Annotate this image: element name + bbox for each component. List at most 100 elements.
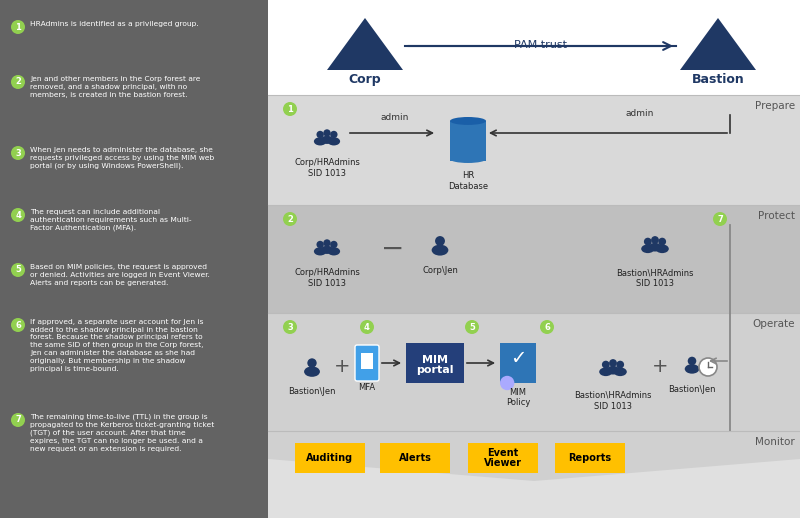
Text: When Jen needs to administer the database, she
requests privileged access by usi: When Jen needs to administer the databas…: [30, 147, 214, 169]
Polygon shape: [680, 18, 756, 70]
Text: 4: 4: [15, 210, 21, 220]
Text: 5: 5: [469, 323, 475, 332]
Text: Monitor: Monitor: [755, 437, 795, 447]
Text: Prepare: Prepare: [755, 101, 795, 111]
Text: ✓: ✓: [510, 350, 526, 368]
Bar: [361, 353, 373, 369]
Ellipse shape: [685, 364, 699, 373]
Text: admin: admin: [381, 113, 409, 122]
Ellipse shape: [304, 366, 320, 377]
Text: Reports: Reports: [569, 453, 611, 463]
Bar: [268, 95, 800, 205]
Ellipse shape: [432, 244, 448, 255]
Text: 2: 2: [15, 78, 21, 87]
Ellipse shape: [648, 243, 662, 252]
Text: Bastion\Jen: Bastion\Jen: [668, 385, 716, 394]
Text: PAM trust: PAM trust: [514, 40, 566, 50]
Bar: [268, 313, 800, 431]
Circle shape: [330, 131, 338, 138]
Text: HRAdmins is identified as a privileged group.: HRAdmins is identified as a privileged g…: [30, 21, 198, 27]
Text: Jen and other members in the Corp forest are
removed, and a shadow principal, wi: Jen and other members in the Corp forest…: [30, 76, 200, 97]
Text: Based on MIM policies, the request is approved
or denied. Activities are logged : Based on MIM policies, the request is ap…: [30, 264, 210, 285]
Circle shape: [11, 318, 25, 332]
Text: 5: 5: [15, 266, 21, 275]
Ellipse shape: [656, 244, 669, 253]
Ellipse shape: [450, 155, 486, 163]
Text: Bastion\HRAdmins
SID 1013: Bastion\HRAdmins SID 1013: [616, 268, 694, 288]
Ellipse shape: [614, 367, 627, 376]
Ellipse shape: [321, 136, 334, 144]
Circle shape: [699, 358, 717, 376]
Text: 3: 3: [15, 149, 21, 157]
Polygon shape: [327, 18, 403, 70]
Text: Bastion: Bastion: [692, 73, 744, 86]
Text: Protect: Protect: [758, 211, 795, 221]
Text: 7: 7: [717, 214, 723, 223]
Text: 2: 2: [287, 214, 293, 223]
Circle shape: [602, 361, 610, 368]
Text: 3: 3: [287, 323, 293, 332]
Circle shape: [323, 130, 330, 137]
Circle shape: [11, 75, 25, 89]
Bar: [555, 443, 625, 473]
Ellipse shape: [314, 247, 326, 255]
Circle shape: [317, 241, 324, 248]
Text: The request can include additional
authentication requirements such as Multi-
Fa: The request can include additional authe…: [30, 209, 192, 231]
Ellipse shape: [641, 244, 654, 253]
Ellipse shape: [321, 246, 334, 254]
Text: MIM
Policy: MIM Policy: [506, 388, 530, 407]
Circle shape: [11, 20, 25, 34]
Circle shape: [609, 359, 617, 367]
Circle shape: [651, 236, 659, 244]
Ellipse shape: [606, 366, 620, 375]
Text: 4: 4: [364, 323, 370, 332]
Text: If approved, a separate user account for Jen is
added to the shadow principal in: If approved, a separate user account for…: [30, 319, 203, 371]
Circle shape: [500, 376, 514, 390]
Text: Alerts: Alerts: [398, 453, 431, 463]
Bar: [450, 121, 486, 161]
Circle shape: [283, 102, 297, 116]
Text: Operate: Operate: [753, 319, 795, 329]
Text: Corp: Corp: [349, 73, 382, 86]
FancyBboxPatch shape: [355, 345, 379, 381]
Circle shape: [644, 238, 652, 246]
Polygon shape: [268, 431, 800, 481]
Bar: [380, 443, 450, 473]
Bar: [468, 443, 538, 473]
Circle shape: [317, 131, 324, 138]
Text: MFA: MFA: [358, 383, 375, 392]
Circle shape: [283, 212, 297, 226]
Circle shape: [11, 146, 25, 160]
Text: 6: 6: [15, 321, 21, 329]
Circle shape: [11, 263, 25, 277]
Ellipse shape: [450, 117, 486, 125]
Bar: [268, 431, 800, 518]
Text: 1: 1: [287, 105, 293, 113]
Bar: [295, 443, 365, 473]
Text: MIM
portal: MIM portal: [416, 355, 454, 376]
Ellipse shape: [314, 137, 326, 146]
Circle shape: [540, 320, 554, 334]
Circle shape: [11, 413, 25, 427]
Bar: [268, 205, 800, 313]
Text: Corp/HRAdmins
SID 1013: Corp/HRAdmins SID 1013: [294, 158, 360, 178]
Circle shape: [323, 239, 330, 247]
Circle shape: [465, 320, 479, 334]
Text: Corp\Jen: Corp\Jen: [422, 266, 458, 275]
Ellipse shape: [599, 367, 613, 376]
Circle shape: [616, 361, 624, 368]
Text: 7: 7: [15, 415, 21, 424]
Ellipse shape: [327, 247, 340, 255]
Text: admin: admin: [626, 109, 654, 118]
Bar: [0, 0, 268, 518]
Ellipse shape: [327, 137, 340, 146]
Circle shape: [330, 241, 338, 248]
Bar: [268, 0, 800, 95]
Circle shape: [307, 358, 317, 368]
Circle shape: [658, 238, 666, 246]
Text: 6: 6: [544, 323, 550, 332]
Text: 1: 1: [15, 22, 21, 32]
Circle shape: [713, 212, 727, 226]
Text: Bastion\Jen: Bastion\Jen: [288, 387, 336, 396]
Text: The remaining time-to-live (TTL) in the group is
propagated to the Kerberos tick: The remaining time-to-live (TTL) in the …: [30, 414, 214, 452]
